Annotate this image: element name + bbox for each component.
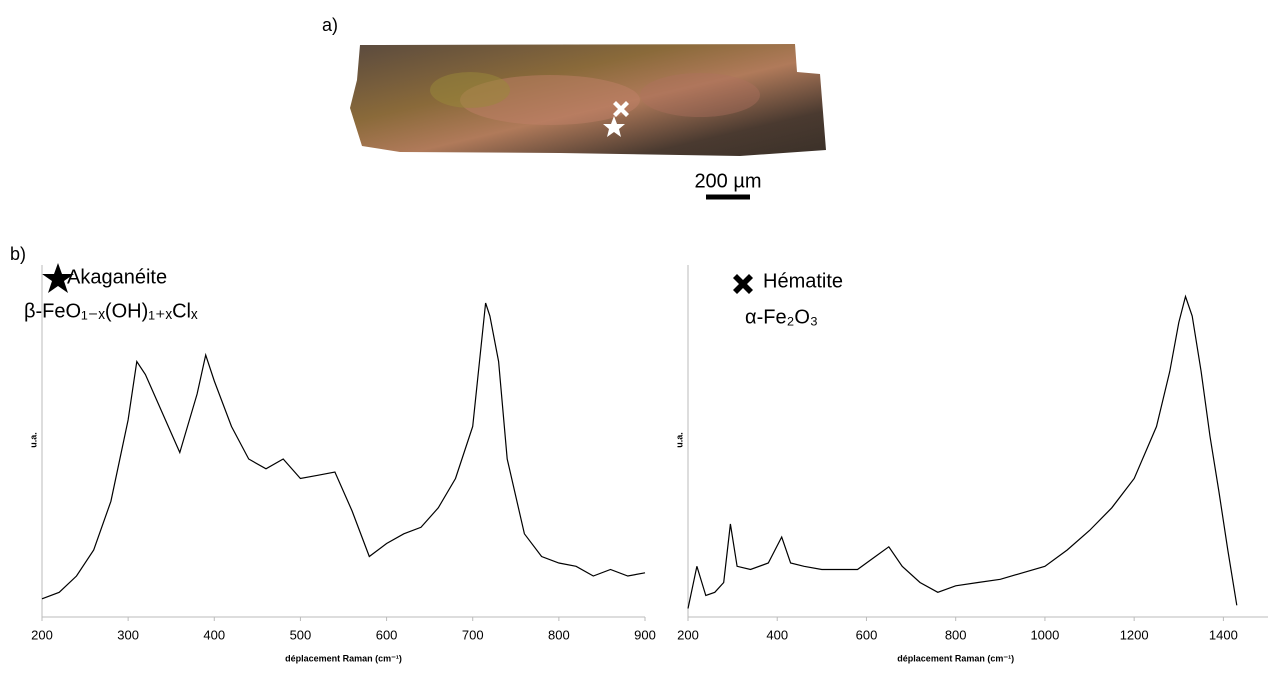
chart-title: Hématite xyxy=(763,270,843,292)
x-axis-label: déplacement Raman (cm⁻¹) xyxy=(897,653,1014,663)
x-tick-label: 1000 xyxy=(1030,627,1059,642)
x-tick-label: 800 xyxy=(548,627,570,642)
chart-subtitle: α-Fe₂O₃ xyxy=(745,306,818,328)
sample-photo xyxy=(350,44,826,156)
x-tick-label: 200 xyxy=(31,627,53,642)
x-tick-label: 300 xyxy=(117,627,139,642)
chart-title: Akaganéite xyxy=(67,266,167,288)
x-tick-label: 600 xyxy=(376,627,398,642)
x-tick-label: 800 xyxy=(945,627,967,642)
x-tick-label: 900 xyxy=(634,627,656,642)
y-axis-label: u.a. xyxy=(674,432,684,448)
x-tick-label: 600 xyxy=(856,627,878,642)
x-tick-label: 400 xyxy=(203,627,225,642)
x-tick-label: 200 xyxy=(677,627,699,642)
spectrum-line xyxy=(687,294,1238,609)
chart-subtitle: β-FeO₁₋ₓ(OH)₁₊ₓClₓ xyxy=(24,300,198,322)
x-tick-label: 1400 xyxy=(1209,627,1238,642)
x-tick-label: 1200 xyxy=(1120,627,1149,642)
scale-bar-label: 200 µm xyxy=(694,170,761,192)
x-tick-label: 500 xyxy=(290,627,312,642)
x-tick-label: 700 xyxy=(462,627,484,642)
cross-marker xyxy=(733,274,753,294)
x-tick-label: 400 xyxy=(766,627,788,642)
panel-label: a) xyxy=(322,15,338,35)
panel-label: b) xyxy=(10,244,26,264)
spectrum-line xyxy=(41,302,646,600)
star-marker xyxy=(42,263,74,293)
y-axis-label: u.a. xyxy=(28,432,38,448)
x-axis-label: déplacement Raman (cm⁻¹) xyxy=(285,653,402,663)
